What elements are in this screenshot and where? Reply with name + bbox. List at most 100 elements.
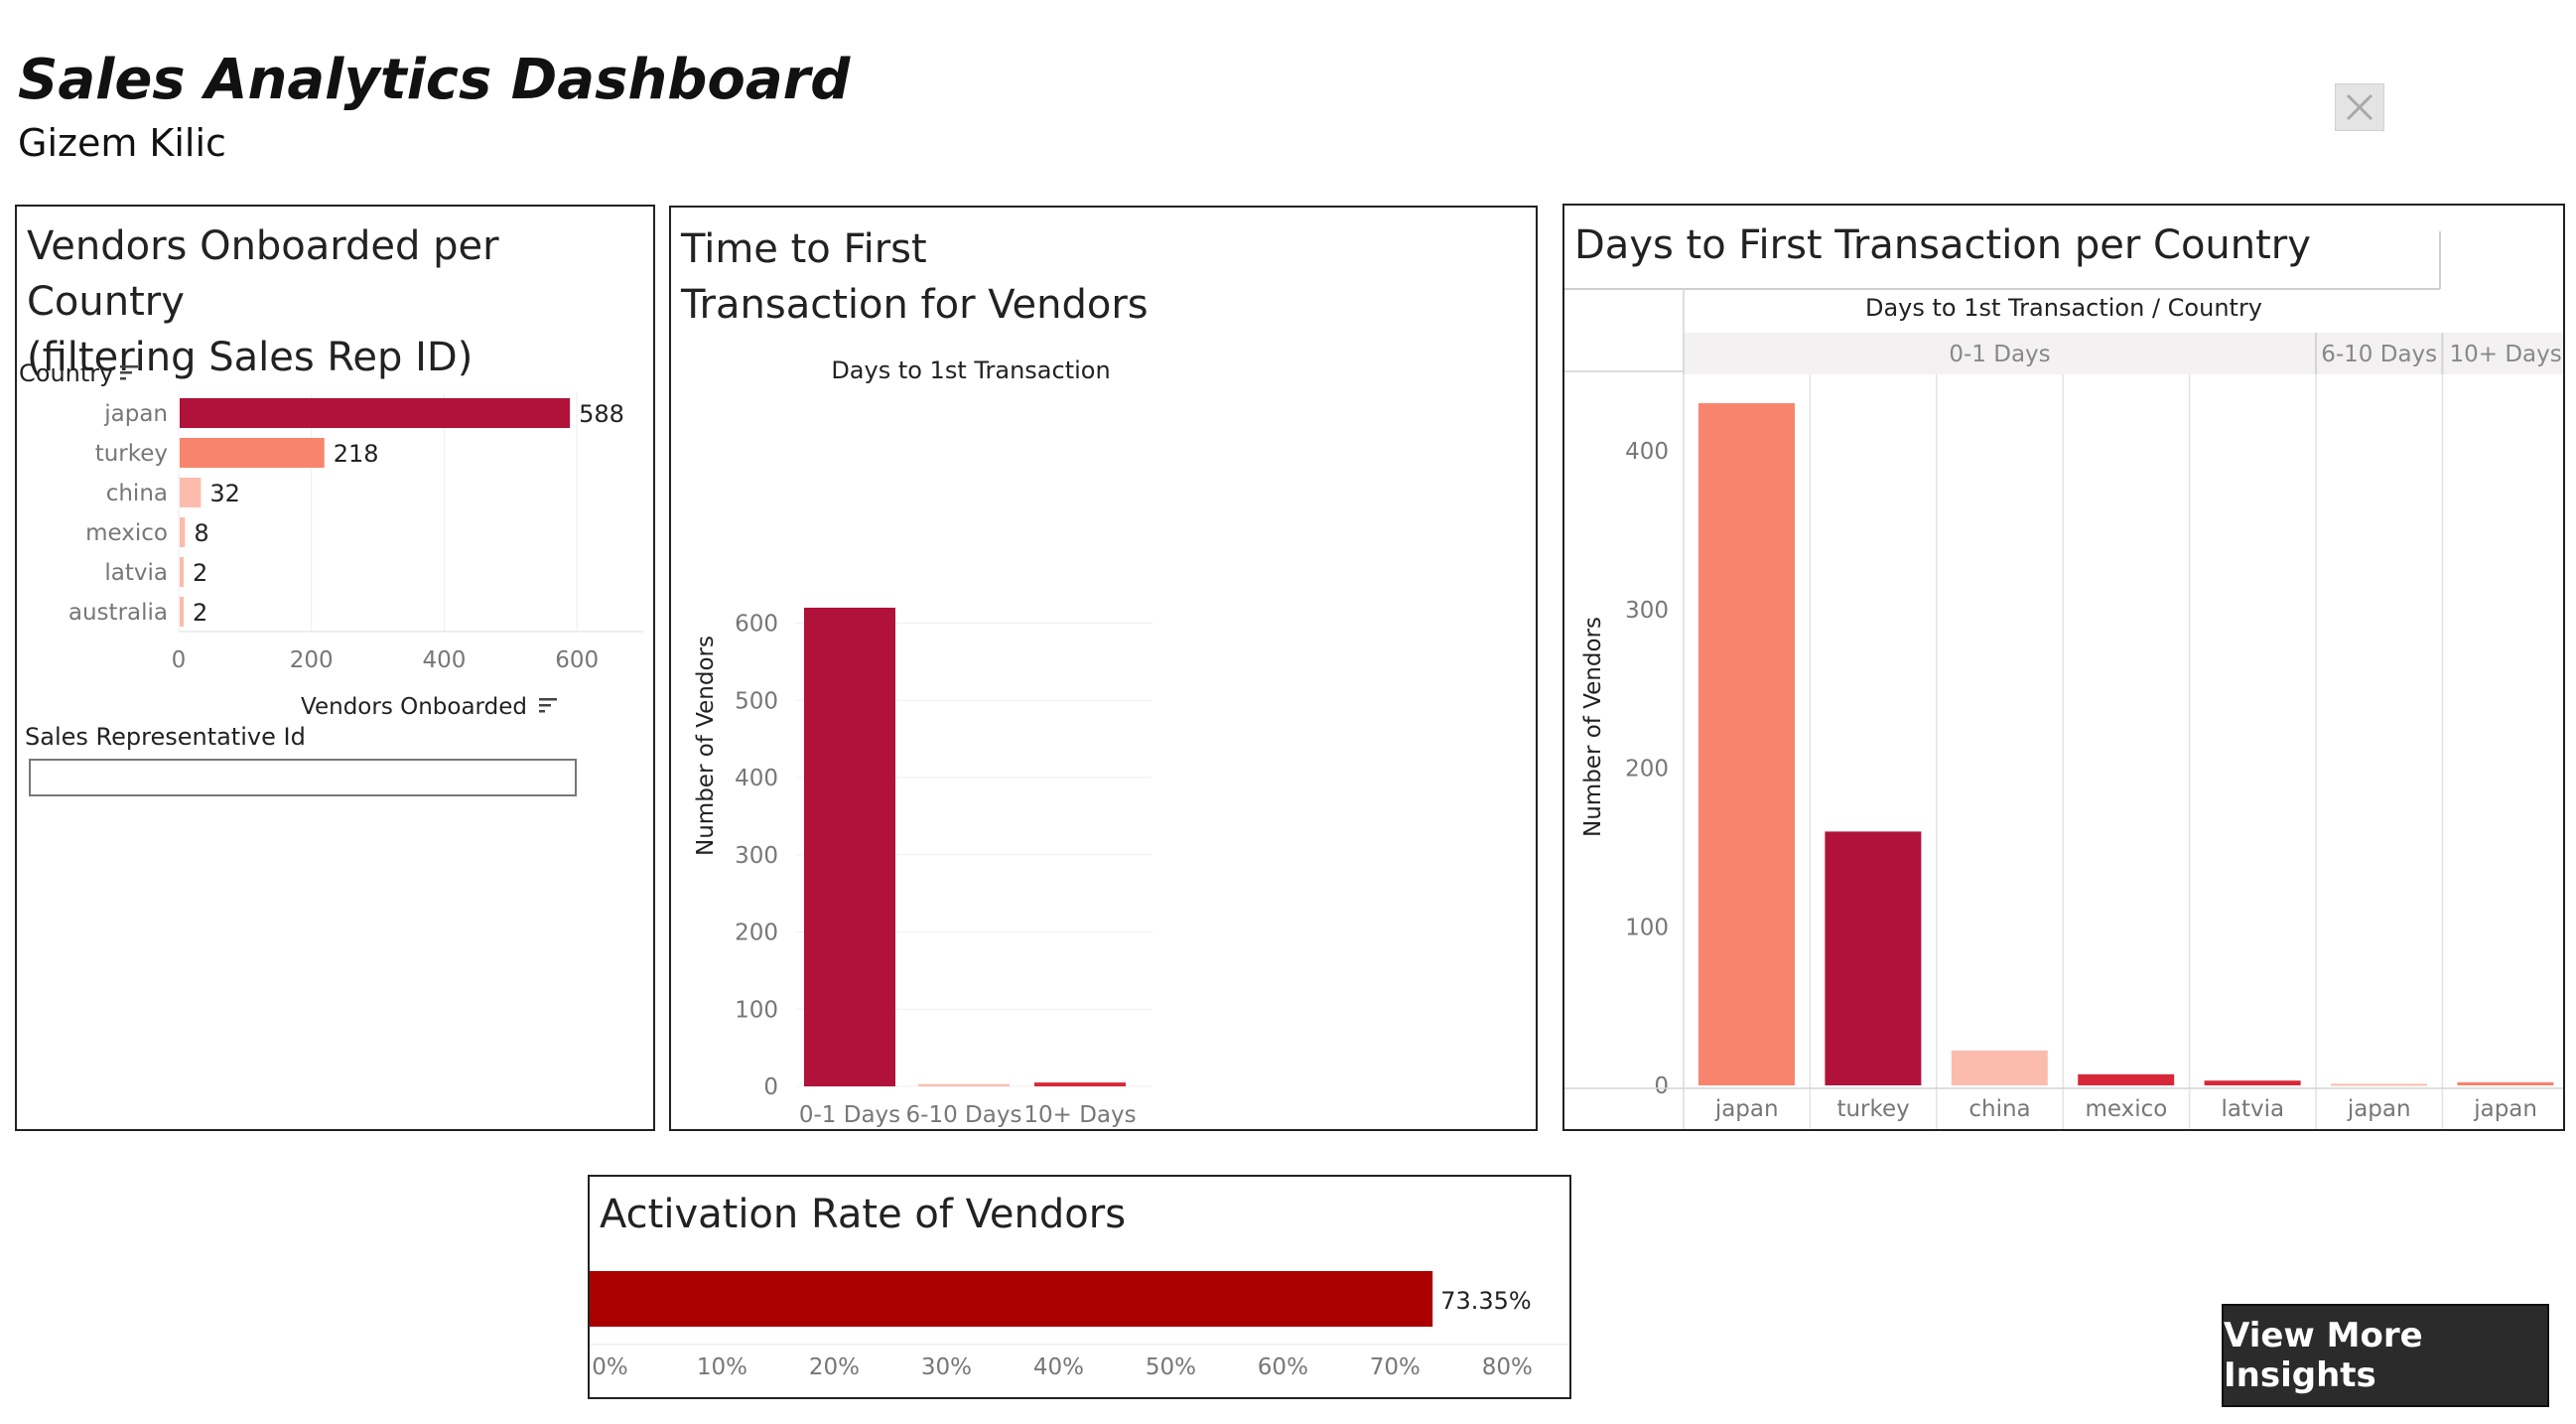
country-axis-label: Country — [19, 359, 113, 387]
vendor-value-label: 588 — [579, 400, 624, 428]
y-tick-label: 400 — [1625, 439, 1669, 465]
dashboard-title: Sales Analytics Dashboard — [18, 48, 851, 112]
country-label: japan — [103, 401, 168, 427]
vendors-title-line2: (filtering Sales Rep ID) — [27, 335, 474, 380]
country-label: mexico — [85, 520, 168, 546]
activation-value-label: 73.35% — [1440, 1287, 1532, 1315]
vendor-value-label: 218 — [334, 440, 379, 468]
vendors-onboarded-axis-label: Vendors Onboarded — [301, 694, 527, 720]
group-header-label: 6-10 Days — [2321, 342, 2437, 367]
activation-panel-title: Activation Rate of Vendors — [600, 1192, 1127, 1237]
vendor-value-label: 8 — [194, 519, 208, 547]
days-x-tick-label: turkey — [1836, 1096, 1909, 1122]
vendor-bar-mexico[interactable] — [180, 517, 186, 547]
sort-icon-bar — [120, 365, 138, 368]
time-title-line1: Time to First — [681, 226, 927, 272]
days-y-axis-label: Number of Vendors — [1580, 617, 1606, 837]
sort-icon-bar — [539, 698, 557, 701]
y-tick-label: 0 — [763, 1074, 778, 1100]
activation-panel: Activation Rate of Vendors 73.35% 0% 10% 20… — [588, 1175, 1571, 1399]
vendors-panel: Vendors Onboarded per Country (filtering… — [15, 205, 655, 1131]
vendor-bar-latvia[interactable] — [180, 557, 184, 587]
vendor-bar-china[interactable] — [180, 478, 202, 507]
y-tick-label: 300 — [735, 843, 778, 869]
days-bar-turkey[interactable] — [1825, 831, 1922, 1085]
view-more-insights-button[interactable]: View More Insights — [2222, 1304, 2549, 1407]
days-bar-mexico[interactable] — [2078, 1073, 2175, 1085]
y-tick-label: 200 — [1625, 757, 1669, 783]
y-tick-label: 100 — [735, 997, 778, 1023]
group-header-label: 0-1 Days — [1949, 342, 2050, 367]
vendors-panel-title: Vendors Onboarded per Country (filtering… — [27, 218, 653, 385]
vendor-value-label: 2 — [193, 559, 207, 587]
days-x-tick-label: latvia — [2221, 1096, 2284, 1122]
vendor-value-label: 32 — [209, 480, 240, 507]
time-x-tick-label: 0-1 Days — [799, 1102, 900, 1128]
activation-x-tick-label: 80% — [1482, 1354, 1533, 1380]
days-chart[interactable]: Days to 1st Transaction / Country 0-1 Day… — [1564, 206, 2563, 1129]
time-x-tick-label: 6-10 Days — [906, 1102, 1022, 1128]
days-bar-japan[interactable] — [2457, 1081, 2554, 1085]
activation-x-tick-label: 10% — [697, 1354, 747, 1380]
country-label: china — [106, 481, 168, 506]
vendors-title-line1: Vendors Onboarded per Country — [27, 223, 499, 325]
days-bar-japan[interactable] — [1698, 403, 1795, 1085]
country-label: australia — [68, 600, 168, 626]
group-header-label: 10+ Days — [2449, 342, 2561, 367]
dashboard-author: Gizem Kilic — [18, 121, 226, 165]
group-header-band — [1684, 333, 2563, 374]
activation-chart[interactable]: 73.35% 0% 10% 20% 30% 40% 50% 60% 70% 80% — [590, 1177, 1569, 1397]
activation-x-tick-label: 40% — [1033, 1354, 1084, 1380]
activation-x-tick-label: 50% — [1146, 1354, 1196, 1380]
days-x-tick-label: china — [1968, 1096, 2030, 1122]
vendor-value-label: 2 — [193, 599, 207, 627]
days-x-tick-label: japan — [2347, 1096, 2411, 1122]
time-panel-title: Time to First Transaction for Vendors — [681, 221, 1149, 333]
time-title-line2: Transaction for Vendors — [681, 282, 1149, 328]
sort-icon-bar — [120, 371, 132, 374]
time-chart-header: Days to 1st Transaction — [831, 356, 1110, 384]
time-bar-0-1 Days[interactable] — [804, 607, 895, 1086]
close-button[interactable] — [2335, 83, 2384, 131]
time-bar-10+ Days[interactable] — [1034, 1082, 1126, 1086]
x-tick-label: 400 — [422, 647, 466, 673]
activation-bar[interactable] — [590, 1271, 1433, 1327]
sales-rep-filter-input[interactable] — [29, 759, 577, 796]
x-tick-label: 0 — [172, 647, 187, 673]
y-tick-label: 500 — [735, 688, 778, 714]
vendors-chart[interactable]: Country 0 200 400 600 japan 588 turkey 218 china 3… — [17, 207, 653, 723]
activation-x-tick-label: 20% — [809, 1354, 860, 1380]
country-label: turkey — [95, 441, 168, 467]
days-bar-china[interactable] — [1951, 1050, 2048, 1085]
time-chart[interactable]: Days to 1st Transaction 0 100 200 300 400 500 6… — [671, 208, 1536, 1129]
sort-icon-bar — [539, 710, 545, 713]
days-x-tick-label: japan — [1714, 1096, 1779, 1122]
y-tick-label: 400 — [735, 766, 778, 791]
vendor-bar-australia[interactable] — [180, 597, 184, 627]
days-chart-header: Days to 1st Transaction / Country — [1865, 294, 2262, 322]
vendor-bar-japan[interactable] — [180, 398, 571, 428]
days-bar-latvia[interactable] — [2204, 1080, 2301, 1085]
sort-icon-bar — [539, 704, 551, 707]
activation-x-tick-label: 70% — [1370, 1354, 1421, 1380]
activation-x-tick-label: 60% — [1258, 1354, 1308, 1380]
y-tick-label: 200 — [735, 921, 778, 946]
sort-icon-bar — [120, 377, 126, 380]
time-x-tick-label: 10+ Days — [1023, 1102, 1136, 1128]
country-label: latvia — [104, 560, 168, 586]
sales-rep-filter-label: Sales Representative Id — [25, 723, 306, 751]
time-panel: Time to First Transaction for Vendors Da… — [669, 206, 1538, 1131]
time-bar-6-10 Days[interactable] — [918, 1083, 1010, 1086]
days-bar-japan[interactable] — [2331, 1083, 2427, 1086]
x-tick-label: 200 — [290, 647, 334, 673]
y-tick-label: 600 — [735, 612, 778, 638]
x-tick-label: 600 — [555, 647, 599, 673]
y-tick-label: 300 — [1625, 598, 1669, 624]
vendor-bar-turkey[interactable] — [180, 438, 325, 468]
y-tick-label: 100 — [1625, 915, 1669, 940]
time-y-axis-label: Number of Vendors — [693, 636, 719, 856]
close-icon — [2346, 93, 2373, 121]
days-x-tick-label: mexico — [2085, 1096, 2167, 1122]
days-x-tick-label: japan — [2473, 1096, 2537, 1122]
activation-x-tick-label: 30% — [921, 1354, 972, 1380]
